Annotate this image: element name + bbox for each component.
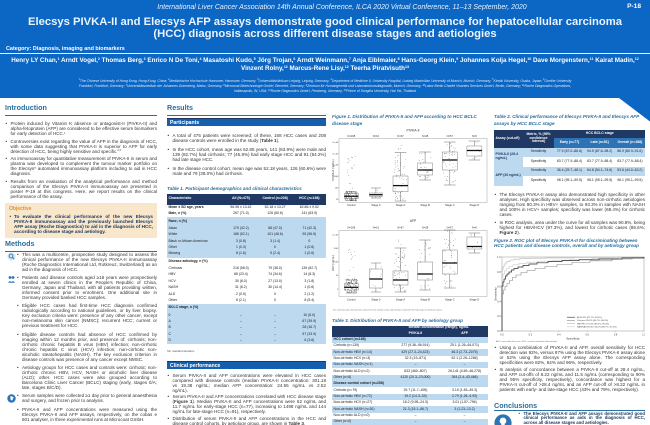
svg-text:HBV/HCV 97.3% (95.2%–99.4%): HBV/HCV 97.3% (95.2%–99.4%) xyxy=(577,323,609,325)
svg-text:NASH/ALD/Other 93.0% (88.7%–97: NASH/ALD/Other 93.0% (88.7%–97.3%) xyxy=(577,325,617,328)
svg-text:Stage B: Stage B xyxy=(420,203,430,207)
svg-text:Stage D: Stage D xyxy=(470,298,480,302)
svg-text:N=67: N=67 xyxy=(397,134,404,138)
svg-text:1e+05: 1e+05 xyxy=(332,153,339,155)
svg-text:1e+05: 1e+05 xyxy=(332,234,339,236)
svg-text:Stage C: Stage C xyxy=(445,298,455,302)
svg-text:Sensitivity: Sensitivity xyxy=(494,286,498,300)
svg-text:500: 500 xyxy=(335,262,339,264)
svg-text:PIVKA-II: PIVKA-II xyxy=(406,129,419,133)
svg-text:N=57: N=57 xyxy=(447,134,454,138)
svg-text:1e+06: 1e+06 xyxy=(332,142,339,144)
svg-text:0.0: 0.0 xyxy=(500,333,504,336)
svg-text:N=6: N=6 xyxy=(472,134,477,138)
svg-text:N=10: N=10 xyxy=(373,226,380,230)
svg-text:All 90.8% (87.7%–94.0%): All 90.8% (87.7%–94.0%) xyxy=(577,316,602,319)
svg-text:1.0: 1.0 xyxy=(642,333,645,336)
svg-text:Stage A: Stage A xyxy=(396,298,406,302)
svg-text:1e+04: 1e+04 xyxy=(332,165,339,167)
svg-text:N=10: N=10 xyxy=(373,134,380,138)
svg-text:5: 5 xyxy=(337,289,339,291)
svg-text:N=67: N=67 xyxy=(397,226,404,230)
svg-text:PIVKA-II (ng/mL): PIVKA-II (ng/mL) xyxy=(332,159,335,180)
svg-text:N=57: N=57 xyxy=(447,226,454,230)
svg-text:50: 50 xyxy=(336,275,339,277)
svg-text:Control: Control xyxy=(347,203,356,207)
svg-text:AFP (ng/mL): AFP (ng/mL) xyxy=(332,255,335,271)
svg-text:0.8: 0.8 xyxy=(497,270,501,273)
svg-text:5000: 5000 xyxy=(334,248,339,250)
svg-text:Specificity: Specificity xyxy=(566,336,580,340)
svg-text:AFP: AFP xyxy=(410,219,417,223)
svg-text:Stage A: Stage A xyxy=(396,203,406,207)
svg-text:0.2: 0.2 xyxy=(497,315,501,318)
svg-text:AUC, area under the curve; ROC: AUC, area under the curve; ROC, receiver… xyxy=(496,340,558,342)
svg-text:Stage B: Stage B xyxy=(420,298,430,302)
svg-text:Cirrhosis 85.6% (80.7%–90.6%): Cirrhosis 85.6% (80.7%–90.6%) xyxy=(577,319,608,322)
svg-text:Stage C: Stage C xyxy=(445,203,455,207)
svg-text:Control: Control xyxy=(347,298,356,302)
svg-text:0.2: 0.2 xyxy=(529,333,533,336)
svg-text:Stage 0: Stage 0 xyxy=(371,298,381,302)
svg-text:0.0: 0.0 xyxy=(497,330,501,333)
svg-text:N=208: N=208 xyxy=(347,134,355,138)
svg-text:0.6: 0.6 xyxy=(585,333,589,336)
svg-text:N=28: N=28 xyxy=(422,134,429,138)
svg-text:Stage 0: Stage 0 xyxy=(371,203,381,207)
svg-text:100: 100 xyxy=(335,188,339,190)
svg-text:N=6: N=6 xyxy=(472,226,477,230)
svg-text:Stage D: Stage D xyxy=(470,203,480,207)
svg-text:0.6: 0.6 xyxy=(497,285,501,288)
svg-text:N=28: N=28 xyxy=(422,226,429,230)
svg-text:N=208: N=208 xyxy=(347,226,355,230)
svg-text:0.4: 0.4 xyxy=(557,333,561,336)
svg-text:For each box plot, the black l: For each box plot, the black line repres… xyxy=(333,309,443,312)
svg-text:0.4: 0.4 xyxy=(497,300,501,303)
svg-text:1000: 1000 xyxy=(334,176,339,178)
svg-text:0.8: 0.8 xyxy=(614,333,618,336)
svg-text:1.0: 1.0 xyxy=(497,256,501,259)
svg-text:10: 10 xyxy=(336,199,339,201)
